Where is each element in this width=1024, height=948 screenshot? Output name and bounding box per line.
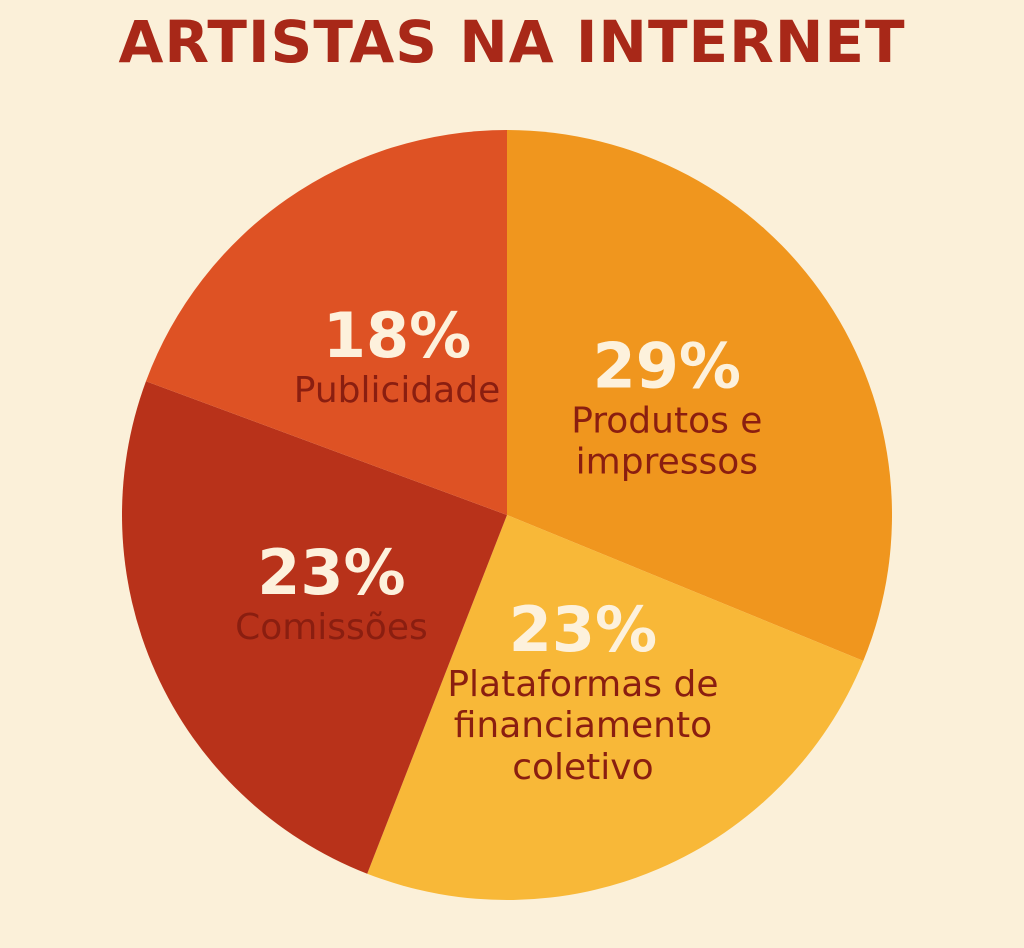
pie-slice xyxy=(121,381,507,874)
value-label: 23% xyxy=(257,536,406,610)
pie-slice xyxy=(507,130,892,661)
slice-label: 23% Comissões xyxy=(171,536,491,649)
category-label: Comissões xyxy=(235,607,428,649)
category-label: Produtos e impressos xyxy=(571,400,763,483)
value-label: 23% xyxy=(508,592,658,666)
slice-label: 29% Produtos e impressos xyxy=(507,332,827,483)
pie-slice xyxy=(367,515,864,900)
category-label: Plataformas de financiamento coletivo xyxy=(447,663,719,788)
chart-title: ARTISTAS NA INTERNET xyxy=(118,8,906,76)
value-label: 29% xyxy=(592,329,742,403)
pie-slice xyxy=(145,130,507,515)
value-label: 18% xyxy=(322,299,472,373)
slice-label: 18% Publicidade xyxy=(237,302,557,412)
category-label: Publicidade xyxy=(293,370,501,412)
slice-label: 23% Plataformas de financiamento coletivo xyxy=(423,592,743,788)
